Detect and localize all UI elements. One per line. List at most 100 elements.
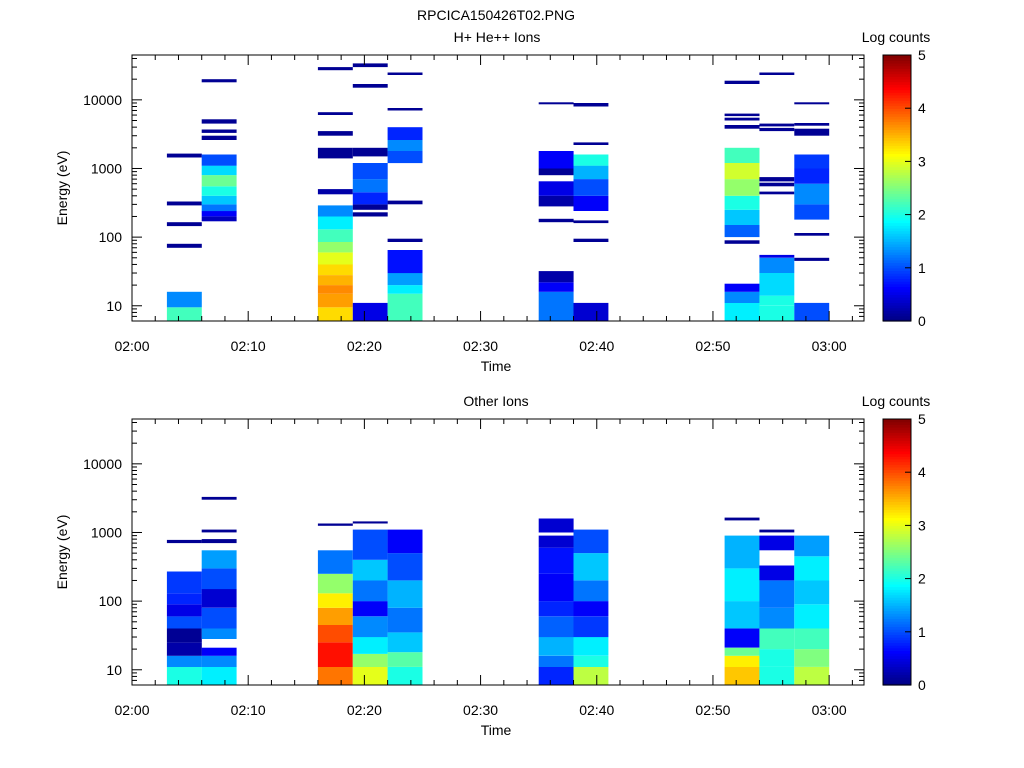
colorbar-segment [883,310,911,314]
colorbar-segment [883,666,911,670]
heatmap-cell [794,233,830,236]
colorbar-segment [883,629,911,633]
heatmap-cell [352,192,388,205]
heatmap-cell [573,179,609,196]
colorbar-segment [883,235,911,240]
heatmap-cell [201,204,237,212]
heatmap-cell [573,616,609,638]
colorbar-segment [883,283,911,288]
plot-frame [131,54,865,322]
colorbar-segment [883,251,911,256]
colorbar-segment [883,76,911,80]
colorbar-segment [883,512,911,516]
heatmap-cells [166,496,830,685]
x-tick-label: 02:00 [114,702,149,718]
colorbar-segment [883,610,911,614]
colorbar-segment [883,116,911,120]
heatmap-cell [573,666,609,685]
colorbar-segment [883,217,911,221]
colorbar-segment [883,466,911,471]
heatmap-cell [317,242,353,253]
colorbar-segment [883,65,911,69]
colorbar-segment [883,299,911,303]
colorbar-segment [883,464,911,468]
colorbar-segment [883,315,911,319]
heatmap-cell [794,204,830,220]
heatmap-cell [387,580,423,608]
heatmap-cell [794,123,830,126]
colorbar-segment [883,549,911,553]
colorbar-segment [883,238,911,242]
colorbar-segment [883,597,911,601]
heatmap-cell [352,601,388,617]
heatmap-cell [759,305,795,321]
heatmap-cell [538,271,574,283]
colorbar-segment [883,618,911,622]
heatmap-cell [573,103,609,107]
heatmap-cell [759,535,795,551]
colorbar-segment [883,68,911,72]
colorbar-segment [883,172,911,176]
x-tick-label: 02:10 [231,702,266,718]
colorbar-segment [883,623,911,628]
heatmap-cell [759,529,795,533]
heatmap-cell [317,523,353,526]
colorbar-segment [883,477,911,481]
colorbar-segment [883,541,911,545]
heatmap-cell [317,216,353,230]
colorbar-tick-label: 0 [918,677,926,693]
heatmap-cell [317,624,353,643]
heatmap-cell [201,647,237,656]
colorbar-segment [883,158,911,162]
heatmap-cell [317,285,353,294]
heatmap-cell [201,79,237,83]
colorbar-segment [883,645,911,649]
heatmap-cell [387,652,423,667]
colorbar-segment [883,182,911,186]
colorbar-segment [883,307,911,311]
colorbar-tick-label: 3 [918,153,926,169]
heatmap-cell [201,496,237,500]
colorbar-segment [883,124,911,128]
heatmap-cell [317,593,353,608]
heatmap-cell [759,254,795,258]
heatmap-cell [201,154,237,166]
colorbar-tick-label: 0 [918,313,926,329]
colorbar: 0 1 2 3 4 5 [882,411,926,693]
colorbar-segment [883,318,911,322]
colorbar-segment [883,278,911,282]
colorbar-segment [883,55,911,59]
y-tick-label: 10000 [83,92,122,108]
heatmap-cell [201,628,237,639]
colorbar-segment [883,528,911,532]
colorbar-segment [883,453,911,457]
colorbar-segment [883,570,911,574]
heatmap-cell [573,655,609,667]
colorbar-segment [883,129,911,133]
heatmap-cell [317,293,353,308]
colorbar-segment [883,448,911,452]
colorbar-segment [883,177,911,181]
heatmap-cell [759,666,795,685]
colorbar-segment [883,134,911,139]
colorbar-segment [883,530,911,534]
colorbar-segment [883,538,911,542]
colorbar-segment [883,84,911,88]
colorbar-segment [883,297,911,301]
heatmap-cell [538,655,574,667]
colorbar-segment [883,92,911,96]
colorbar-segment [883,559,911,564]
x-tick-label: 03:00 [812,338,847,354]
heatmap-cell [724,517,760,521]
heatmap-cell [573,220,609,224]
colorbar-segment [883,153,911,157]
heatmap-cell [724,163,760,180]
colorbar-segment [883,493,911,497]
colorbar-segment [883,241,911,245]
heatmap-cell [538,282,574,292]
heatmap-cell [759,580,795,608]
colorbar-segment [883,137,911,141]
heatmap-cell [538,195,574,207]
colorbar-segment [883,166,911,170]
colorbar-segment [883,97,911,101]
